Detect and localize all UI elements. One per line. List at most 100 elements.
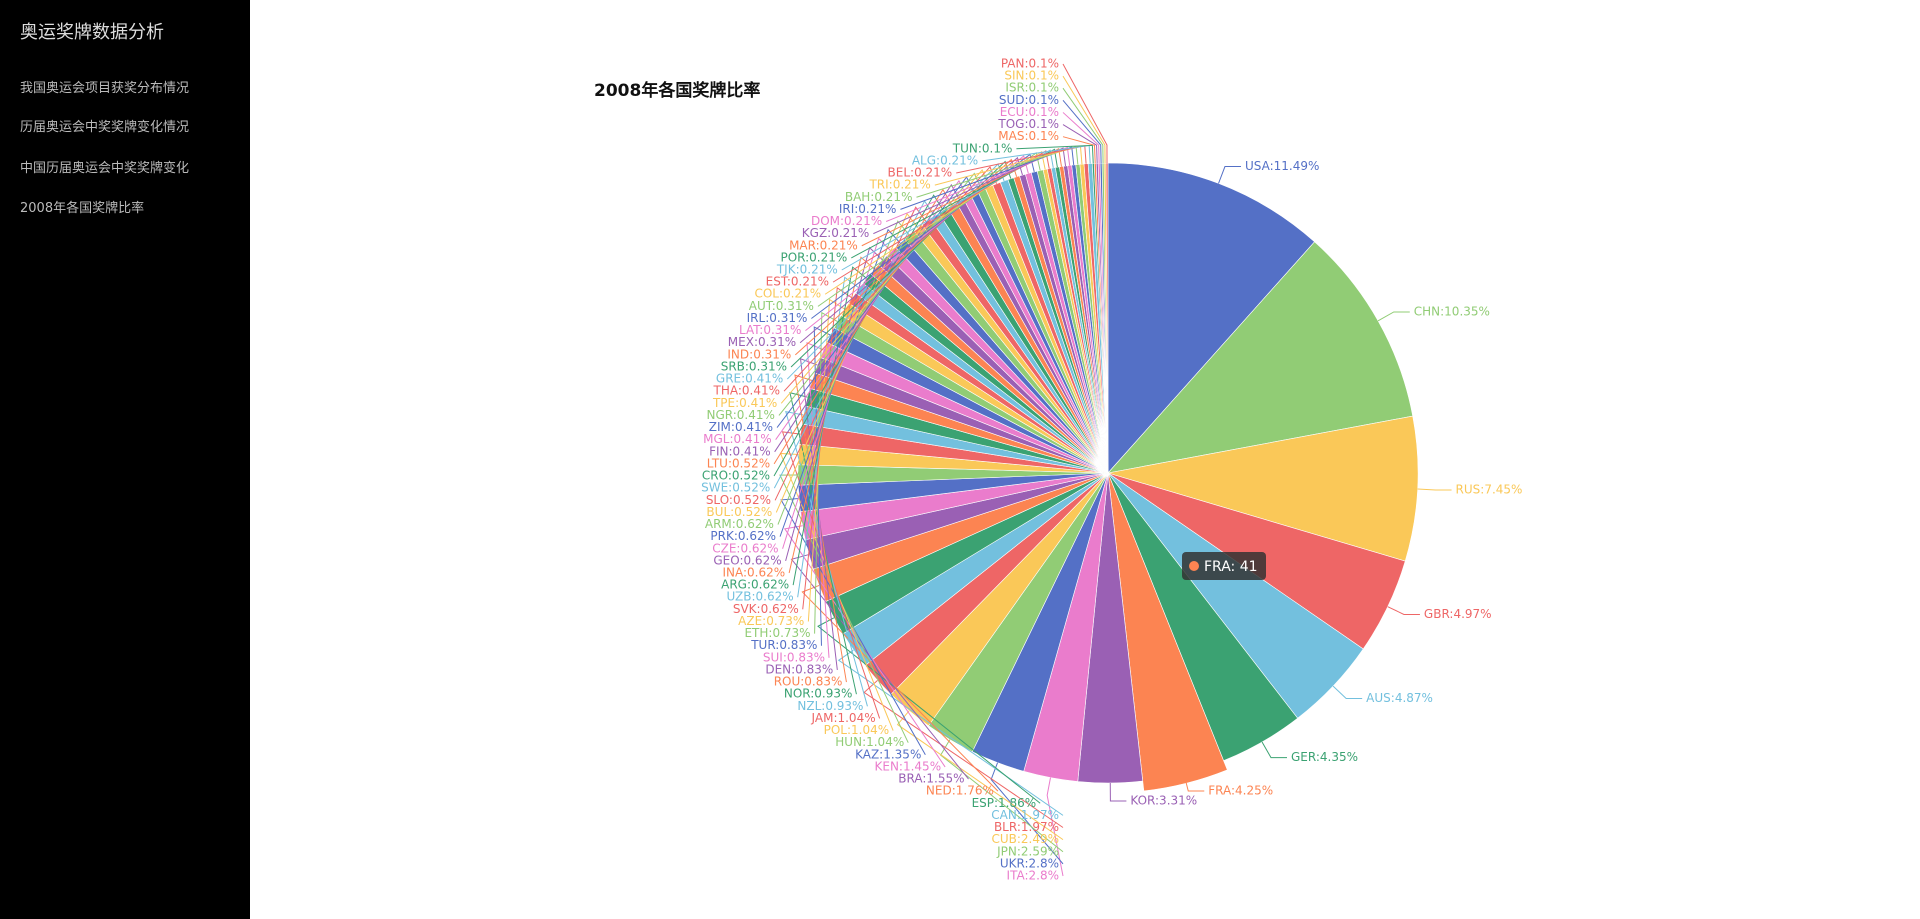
data-label: BLR:1.97% (994, 820, 1059, 834)
data-label: IRL:0.31% (747, 311, 808, 325)
label-line (1183, 773, 1205, 792)
data-label: PAN:0.1% (1001, 56, 1059, 70)
menu-item[interactable]: 历届奥运会中奖奖牌变化情况 (20, 120, 190, 135)
data-label: ZIM:0.41% (709, 420, 773, 434)
label-line (775, 212, 919, 513)
menu-item[interactable]: 我国奥运会项目获奖分布情况 (20, 81, 190, 96)
data-label: EST:0.21% (766, 275, 829, 289)
data-label: ROU:0.83% (774, 675, 843, 689)
label-line (851, 148, 1058, 259)
label-line (1109, 782, 1127, 802)
label-line (1332, 685, 1363, 700)
menu-item[interactable]: 2008年各国奖牌比率 (20, 201, 145, 216)
data-label: MAS:0.1% (998, 129, 1059, 143)
data-label: NOR:0.93% (784, 687, 853, 701)
data-label: CRO:0.52% (702, 469, 770, 483)
data-label: GRE:0.41% (716, 372, 783, 386)
data-label: INA:0.62% (722, 566, 785, 580)
data-label: CAN:1.97% (991, 808, 1059, 822)
data-label: CHN:10.35% (1414, 304, 1490, 318)
data-label: IND:0.31% (727, 347, 791, 361)
data-label: USA:11.49% (1245, 159, 1319, 173)
data-label: ALG:0.21% (912, 153, 978, 167)
label-line (1062, 87, 1104, 164)
data-label: CUB:2.49% (991, 832, 1059, 846)
chart-title: 2008年各国奖牌比率 (594, 80, 760, 101)
data-label: AUT:0.31% (749, 299, 814, 313)
label-line (1062, 136, 1096, 164)
data-label: LTU:0.52% (707, 456, 770, 470)
label-line (1062, 75, 1106, 164)
tooltip-text: FRA: 41 (1204, 559, 1258, 575)
data-label: ITA:2.8% (1007, 869, 1059, 883)
data-label: TJK:0.21% (776, 263, 838, 277)
data-label: SLO:0.52% (706, 493, 771, 507)
data-label: POR:0.21% (780, 250, 847, 264)
data-label: TRI:0.21% (868, 178, 930, 192)
data-label: LAT:0.31% (739, 323, 801, 337)
data-label: IRI:0.21% (839, 202, 897, 216)
data-label: MEX:0.31% (728, 335, 796, 349)
data-label: MAR:0.21% (789, 238, 858, 252)
data-label: ESP:1.86% (972, 796, 1037, 810)
label-line (781, 431, 881, 719)
data-label: KAZ:1.35% (855, 747, 921, 761)
data-label: POL:1.04% (824, 723, 890, 737)
label-line (799, 156, 1023, 344)
label-line (1218, 166, 1241, 184)
data-label: ARG:0.62% (721, 578, 789, 592)
data-label: MGL:0.41% (703, 432, 772, 446)
label-line (896, 710, 1064, 841)
label-line (783, 166, 998, 392)
data-label: TOG:0.1% (997, 117, 1059, 131)
label-line (841, 149, 1054, 271)
label-line (873, 147, 1067, 235)
label-line (777, 220, 910, 525)
data-label: FIN:0.41% (709, 444, 771, 458)
data-label: RUS:7.45% (1456, 482, 1523, 496)
label-line (1062, 63, 1108, 164)
label-line (813, 326, 831, 646)
label-line (885, 146, 1071, 222)
tooltip-dot (1189, 561, 1199, 571)
data-label: BUL:0.52% (706, 505, 772, 519)
label-line (1387, 606, 1420, 615)
data-label: AZE:0.73% (738, 614, 804, 628)
label-line (785, 410, 868, 707)
data-label: TUN:0.1% (952, 141, 1013, 155)
label-line (805, 155, 1029, 331)
data-label: CZE:0.62% (712, 541, 778, 555)
data-label: ARM:0.62% (705, 517, 774, 531)
label-line (1062, 124, 1098, 164)
label-line (837, 649, 1064, 816)
label-line (900, 146, 1075, 210)
sidebar-title: 奥运奖牌数据分析 (20, 22, 164, 43)
data-label: TUR:0.83% (750, 638, 817, 652)
data-label: BAH:0.21% (845, 190, 913, 204)
label-line (1261, 741, 1288, 759)
label-line (778, 172, 983, 416)
data-label: JPN:2.59% (996, 844, 1059, 858)
label-line (779, 474, 909, 743)
data-label: UKR:2.8% (1000, 856, 1059, 870)
data-label: GER:4.35% (1291, 750, 1358, 764)
menu-item[interactable]: 中国历届奥运会中奖奖牌变化 (20, 161, 190, 176)
label-line (1046, 777, 1064, 877)
tooltip-box (1182, 552, 1266, 580)
data-label: COL:0.21% (754, 287, 821, 301)
data-label: FRA:4.25% (1208, 784, 1273, 798)
label-line (801, 585, 999, 792)
data-label: ISR:0.1% (1005, 81, 1059, 95)
label-line (814, 311, 838, 634)
data-label: SRB:0.31% (721, 359, 787, 373)
data-label: GEO:0.62% (713, 553, 781, 567)
label-line (861, 147, 1062, 247)
label-line (1062, 99, 1102, 164)
data-label: KOR:3.31% (1130, 793, 1197, 807)
data-label: DEN:0.83% (765, 662, 833, 676)
label-line (832, 150, 1050, 283)
data-label: NED:1.76% (926, 784, 994, 798)
data-label: KEN:1.45% (875, 759, 942, 773)
data-label: DOM:0.21% (811, 214, 882, 228)
data-label: SIN:0.1% (1004, 69, 1059, 83)
